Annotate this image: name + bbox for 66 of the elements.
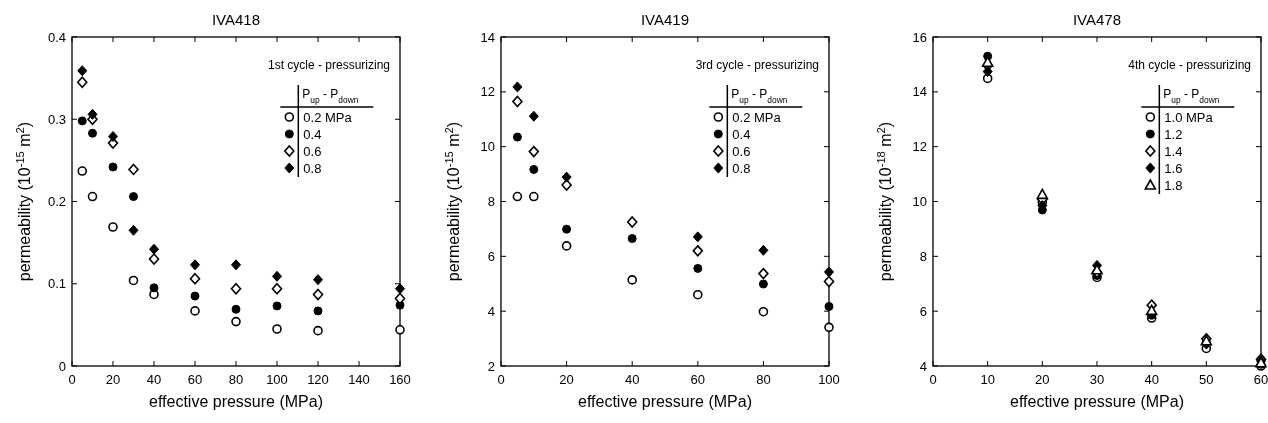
annotation: 1st cycle - pressurizing — [267, 58, 390, 72]
y-tick-label: 12 — [912, 139, 927, 155]
annotation: 4th cycle - pressurizing — [1128, 58, 1251, 72]
x-tick-label: 120 — [307, 372, 329, 387]
y-tick-label: 4 — [487, 303, 495, 319]
x-tick-label: 50 — [1199, 372, 1214, 387]
x-tick-label: 10 — [980, 372, 995, 387]
x-tick-label: 40 — [624, 372, 640, 387]
legend-label: 0.4 — [303, 127, 322, 142]
x-tick-label: 0 — [68, 372, 76, 387]
x-tick-label: 80 — [756, 372, 771, 387]
y-tick-label: 0.2 — [47, 194, 66, 209]
y-tick-label: 8 — [919, 248, 927, 264]
x-tick-label: 20 — [105, 372, 121, 387]
x-tick-label: 0 — [929, 372, 937, 387]
x-tick-label: 160 — [389, 372, 411, 387]
legend-title: P$_{up}$ - P$_{down}$ — [302, 87, 359, 105]
legend-label: 1.4 — [1164, 144, 1183, 159]
x-axis-title: effective pressure (MPa) — [149, 393, 323, 410]
y-tick-label: 0.4 — [47, 29, 66, 45]
x-tick-label: 60 — [187, 372, 203, 387]
y-tick-label: 6 — [919, 303, 927, 319]
x-tick-label: 40 — [1144, 372, 1159, 387]
x-tick-label: 0 — [497, 372, 505, 387]
legend-label: 1.8 — [1164, 178, 1183, 193]
x-tick-label: 140 — [348, 372, 370, 387]
y-tick-label: 4 — [919, 358, 927, 374]
legend-label: 0.2 MPa — [303, 110, 353, 125]
legend-label: 0.2 MPa — [732, 110, 782, 125]
x-tick-label: 40 — [146, 372, 162, 387]
x-tick-label: 20 — [1035, 372, 1050, 387]
x-tick-label: 20 — [559, 372, 574, 387]
legend-label: 0.4 — [732, 127, 751, 142]
y-tick-label: 0 — [58, 358, 66, 374]
x-tick-label: 30 — [1089, 372, 1105, 387]
legend-label: 1.6 — [1164, 161, 1183, 176]
x-tick-label: 100 — [266, 372, 288, 387]
y-tick-label: 14 — [912, 84, 927, 100]
x-tick-label: 60 — [690, 372, 706, 387]
legend-title: P$_{up}$ - P$_{down}$ — [731, 87, 788, 105]
y-tick-label: 0.3 — [47, 111, 66, 127]
y-tick-label: 10 — [912, 194, 927, 209]
legend-label: 1.0 MPa — [1164, 110, 1214, 125]
y-tick-label: 6 — [487, 248, 495, 264]
x-axis-title: effective pressure (MPa) — [1010, 393, 1184, 410]
y-tick-label: 14 — [480, 29, 495, 45]
chart-title: IVA418 — [211, 11, 261, 28]
y-tick-label: 2 — [487, 358, 495, 374]
y-tick-label: 16 — [912, 29, 927, 45]
legend-label: 0.8 — [303, 161, 322, 176]
x-axis-title: effective pressure (MPa) — [578, 393, 752, 410]
legend-label: 0.6 — [303, 144, 322, 159]
y-tick-label: 12 — [480, 84, 495, 100]
legend-label: 0.6 — [732, 144, 751, 159]
legend-label: 0.8 — [732, 161, 751, 176]
chart-title: IVA478 — [1072, 11, 1122, 28]
annotation: 3rd cycle - pressurizing — [695, 58, 819, 72]
x-tick-label: 100 — [818, 372, 840, 387]
y-tick-label: 0.1 — [47, 276, 66, 292]
x-tick-label: 80 — [228, 372, 244, 387]
chart-title: IVA419 — [640, 11, 690, 28]
y-tick-label: 8 — [487, 194, 495, 209]
legend-title: P$_{up}$ - P$_{down}$ — [1163, 87, 1220, 105]
y-tick-label: 10 — [480, 139, 495, 155]
legend-label: 1.2 — [1164, 127, 1183, 142]
x-tick-label: 60 — [1253, 372, 1268, 387]
